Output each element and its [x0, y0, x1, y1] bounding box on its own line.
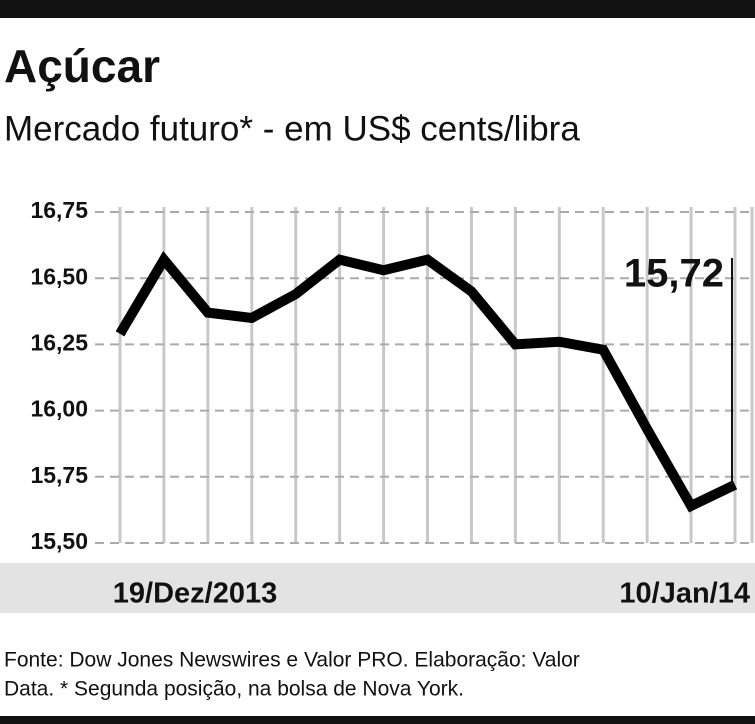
chart-title: Açúcar [4, 40, 160, 92]
y-tick-label: 15,75 [30, 462, 88, 488]
source: Fonte: Dow Jones Newswires e Valor PRO. … [4, 649, 580, 672]
line-series [115, 251, 738, 513]
top-bar [0, 0, 755, 18]
y-tick-label: 16,50 [30, 263, 88, 289]
bottom-bar [0, 716, 755, 724]
y-tick-label: 16,00 [30, 396, 88, 422]
x-tick-label: 10/Jan/14 [619, 578, 750, 610]
x-axis-band [0, 563, 755, 613]
value-label: 15,72 [624, 252, 724, 296]
y-tick-label: 15,50 [30, 528, 88, 554]
y-tick-label: 16,75 [30, 197, 88, 223]
x-tick-label: 19/Dez/2013 [113, 578, 277, 610]
source: Data. * Segunda posição, na bolsa de Nov… [4, 678, 464, 701]
chart-subtitle: Mercado futuro* - em US$ cents/libra [4, 109, 580, 148]
y-tick-label: 16,25 [30, 329, 88, 355]
